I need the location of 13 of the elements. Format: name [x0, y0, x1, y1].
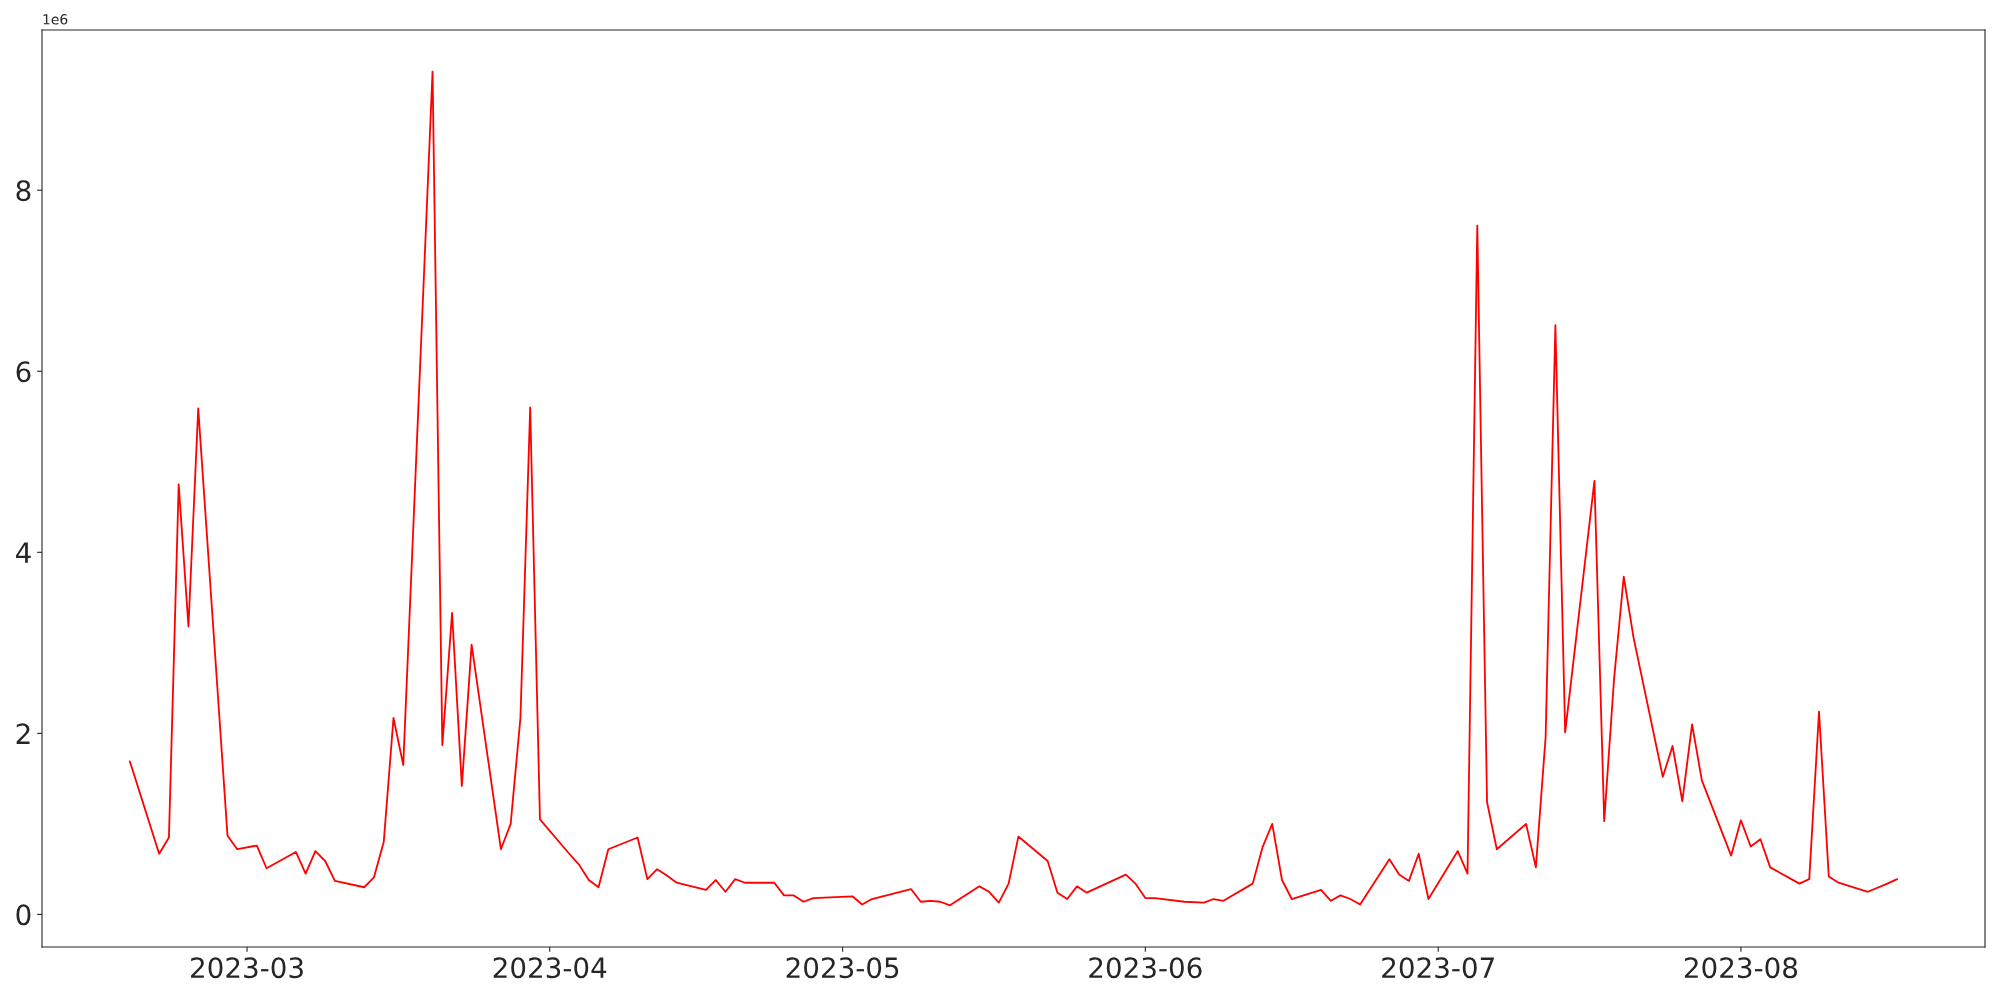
x-tick-label: 2023-08 — [1684, 957, 1798, 979]
x-tick-label: 2023-06 — [1089, 957, 1202, 979]
y-tick-label: 4 — [15, 542, 31, 563]
y-tick-label: 0 — [16, 904, 31, 926]
text: 1e6 — [43, 14, 68, 25]
x-tick-label: 2023-04 — [493, 957, 607, 979]
y-tick-label: 8 — [16, 180, 31, 202]
x-tick-label: 2023-03 — [191, 957, 303, 979]
line-series — [128, 70, 1899, 907]
x-tick-label: 2023-05 — [786, 957, 899, 979]
x-tick-label: 2023-07 — [1382, 957, 1494, 979]
y-tick-label: 2 — [16, 723, 30, 744]
y-tick-label: 6 — [16, 361, 31, 383]
